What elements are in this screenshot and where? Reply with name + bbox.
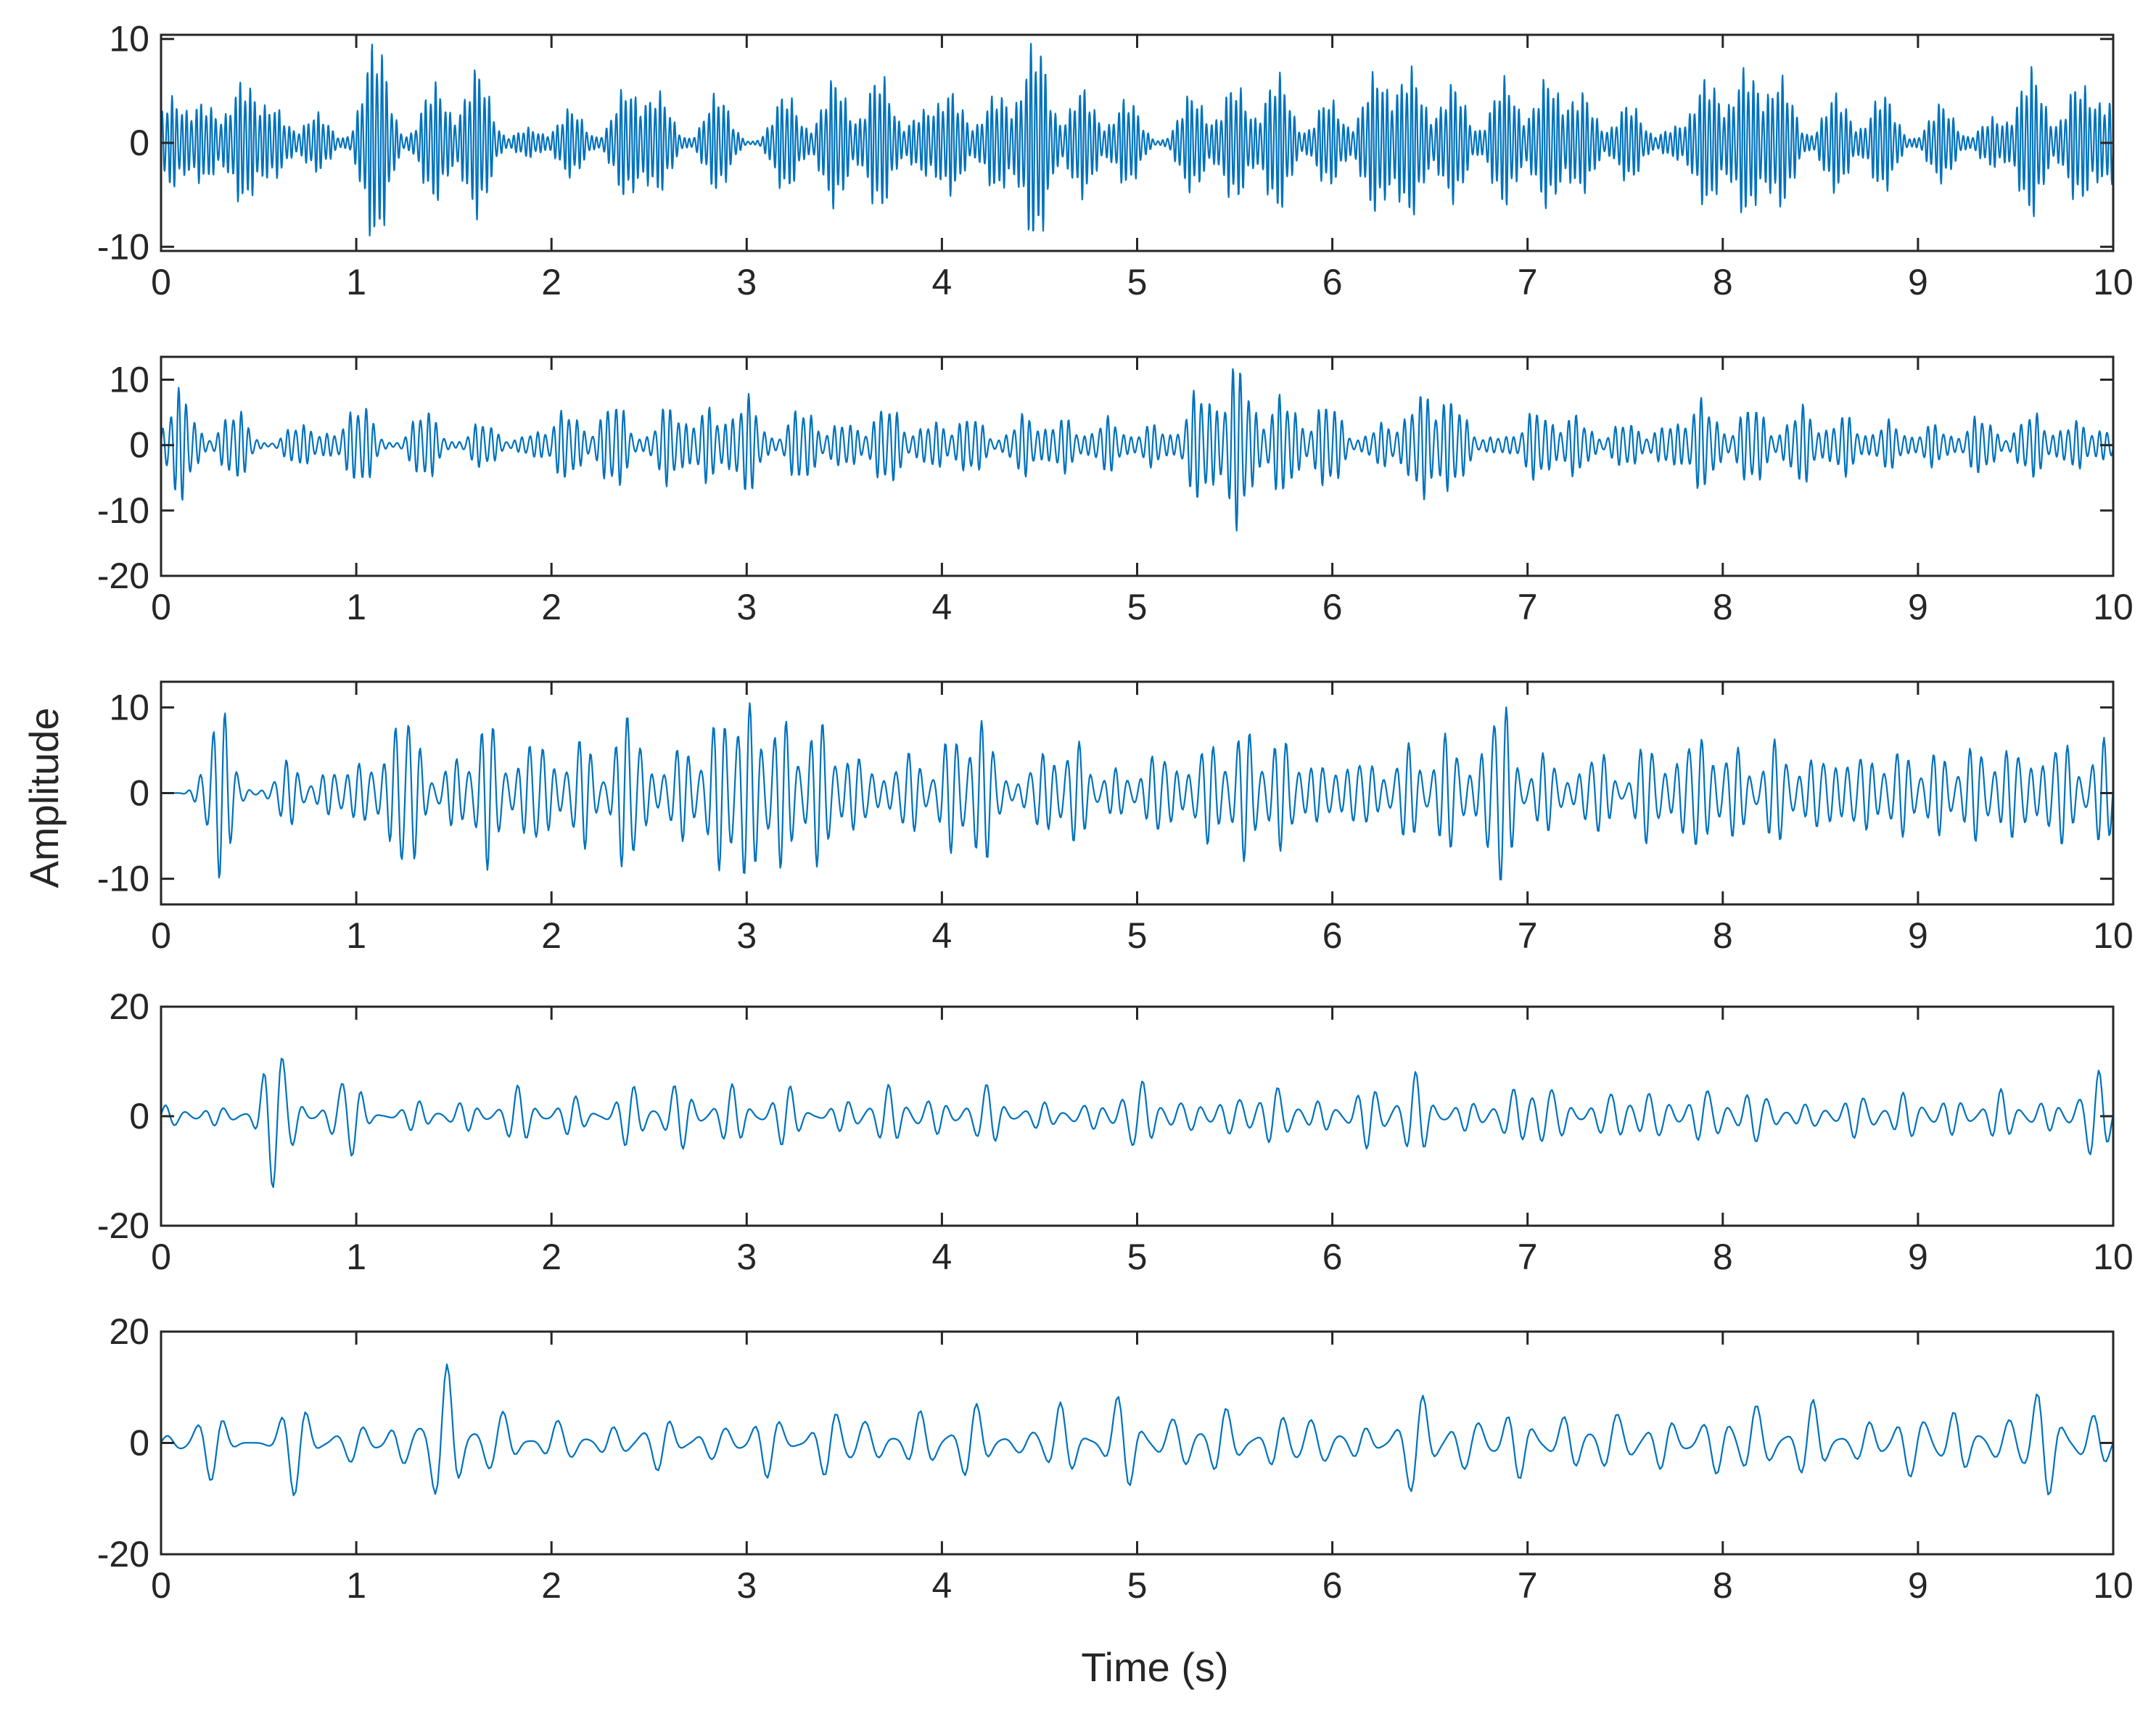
signal-trace-5 (160, 1363, 2115, 1496)
x-tick-label: 5 (1127, 587, 1148, 627)
y-axis-label: Amplitude (21, 707, 67, 888)
x-tick-label: 1 (346, 915, 366, 956)
x-tick-label: 10 (2093, 1237, 2134, 1277)
y-tick-label: 0 (129, 773, 149, 814)
x-tick-label: 3 (736, 1237, 757, 1277)
x-tick-label: 8 (1713, 1237, 1733, 1277)
x-tick-label: 3 (736, 262, 757, 302)
x-tick-label: 7 (1518, 1565, 1538, 1606)
x-tick-label: 3 (736, 915, 757, 956)
x-tick-label: 8 (1713, 587, 1733, 627)
x-tick-label: 9 (1908, 262, 1928, 302)
x-tick-label: 7 (1518, 262, 1538, 302)
y-tick-label: -20 (97, 1534, 149, 1575)
x-tick-label: 4 (931, 1237, 952, 1277)
x-tick-label: 6 (1322, 915, 1343, 956)
x-tick-label: 6 (1322, 262, 1343, 302)
x-tick-label: 6 (1322, 1237, 1343, 1277)
x-tick-label: 9 (1908, 1237, 1928, 1277)
y-tick-label: 0 (129, 123, 149, 163)
x-tick-label: 4 (931, 1565, 952, 1606)
y-tick-label: 20 (109, 1311, 149, 1352)
signal-trace-3 (161, 702, 2115, 880)
x-tick-label: 7 (1518, 1237, 1538, 1277)
x-tick-label: 2 (541, 587, 561, 627)
x-tick-label: 9 (1908, 1565, 1928, 1606)
y-tick-label: -10 (97, 226, 149, 267)
x-tick-label: 1 (346, 587, 366, 627)
x-tick-label: 4 (931, 587, 952, 627)
x-tick-label: 4 (931, 262, 952, 302)
x-tick-label: 0 (151, 915, 171, 956)
x-tick-label: 10 (2093, 1565, 2134, 1606)
y-tick-label: -10 (97, 859, 149, 899)
x-tick-label: 4 (931, 915, 952, 956)
y-tick-label: 10 (109, 687, 149, 727)
y-tick-label: 0 (129, 1096, 149, 1137)
x-tick-label: 6 (1322, 587, 1343, 627)
x-tick-label: 0 (151, 1237, 171, 1277)
x-tick-label: 1 (346, 262, 366, 302)
x-tick-label: 5 (1127, 915, 1148, 956)
x-tick-label: 3 (736, 587, 757, 627)
x-tick-label: 0 (151, 587, 171, 627)
x-tick-label: 7 (1518, 915, 1538, 956)
y-tick-label: -20 (97, 1205, 149, 1246)
x-tick-label: 5 (1127, 262, 1148, 302)
x-tick-label: 5 (1127, 1565, 1148, 1606)
y-tick-label: 20 (109, 986, 149, 1027)
x-tick-label: 10 (2093, 587, 2134, 627)
x-tick-label: 6 (1322, 1565, 1343, 1606)
x-tick-label: 8 (1713, 1565, 1733, 1606)
axes-frame-2 (160, 355, 2115, 577)
y-tick-label: -10 (97, 490, 149, 531)
x-tick-label: 9 (1908, 587, 1928, 627)
y-tick-label: 0 (129, 1423, 149, 1464)
signal-trace-4 (160, 1057, 2115, 1189)
x-tick-label: 1 (346, 1237, 366, 1277)
x-tick-label: 8 (1713, 262, 1733, 302)
x-tick-label: 2 (541, 1237, 561, 1277)
x-tick-label: 7 (1518, 587, 1538, 627)
x-tick-label: 2 (541, 915, 561, 956)
x-tick-label: 0 (151, 1565, 171, 1606)
x-tick-label: 9 (1908, 915, 1928, 956)
signal-trace-2 (160, 368, 2115, 532)
x-tick-label: 10 (2093, 262, 2134, 302)
x-tick-label: 3 (736, 1565, 757, 1606)
x-tick-label: 5 (1127, 1237, 1148, 1277)
x-axis-label: Time (s) (1081, 1644, 1228, 1690)
x-tick-label: 2 (541, 1565, 561, 1606)
signal-trace-1 (160, 43, 2115, 236)
x-tick-label: 10 (2093, 915, 2134, 956)
y-tick-label: 0 (129, 425, 149, 466)
y-tick-label: -20 (97, 556, 149, 596)
subplot-2: 0 1 2 3 4 5 6 7 8 9 10 10 0 -10 -20 (97, 355, 2134, 627)
x-tick-label: 2 (541, 262, 561, 302)
y-tick-label: 10 (109, 19, 149, 59)
x-tick-label: 1 (346, 1565, 366, 1606)
y-tick-label: 10 (109, 360, 149, 400)
x-tick-label: 0 (151, 262, 171, 302)
x-tick-label: 8 (1713, 915, 1733, 956)
